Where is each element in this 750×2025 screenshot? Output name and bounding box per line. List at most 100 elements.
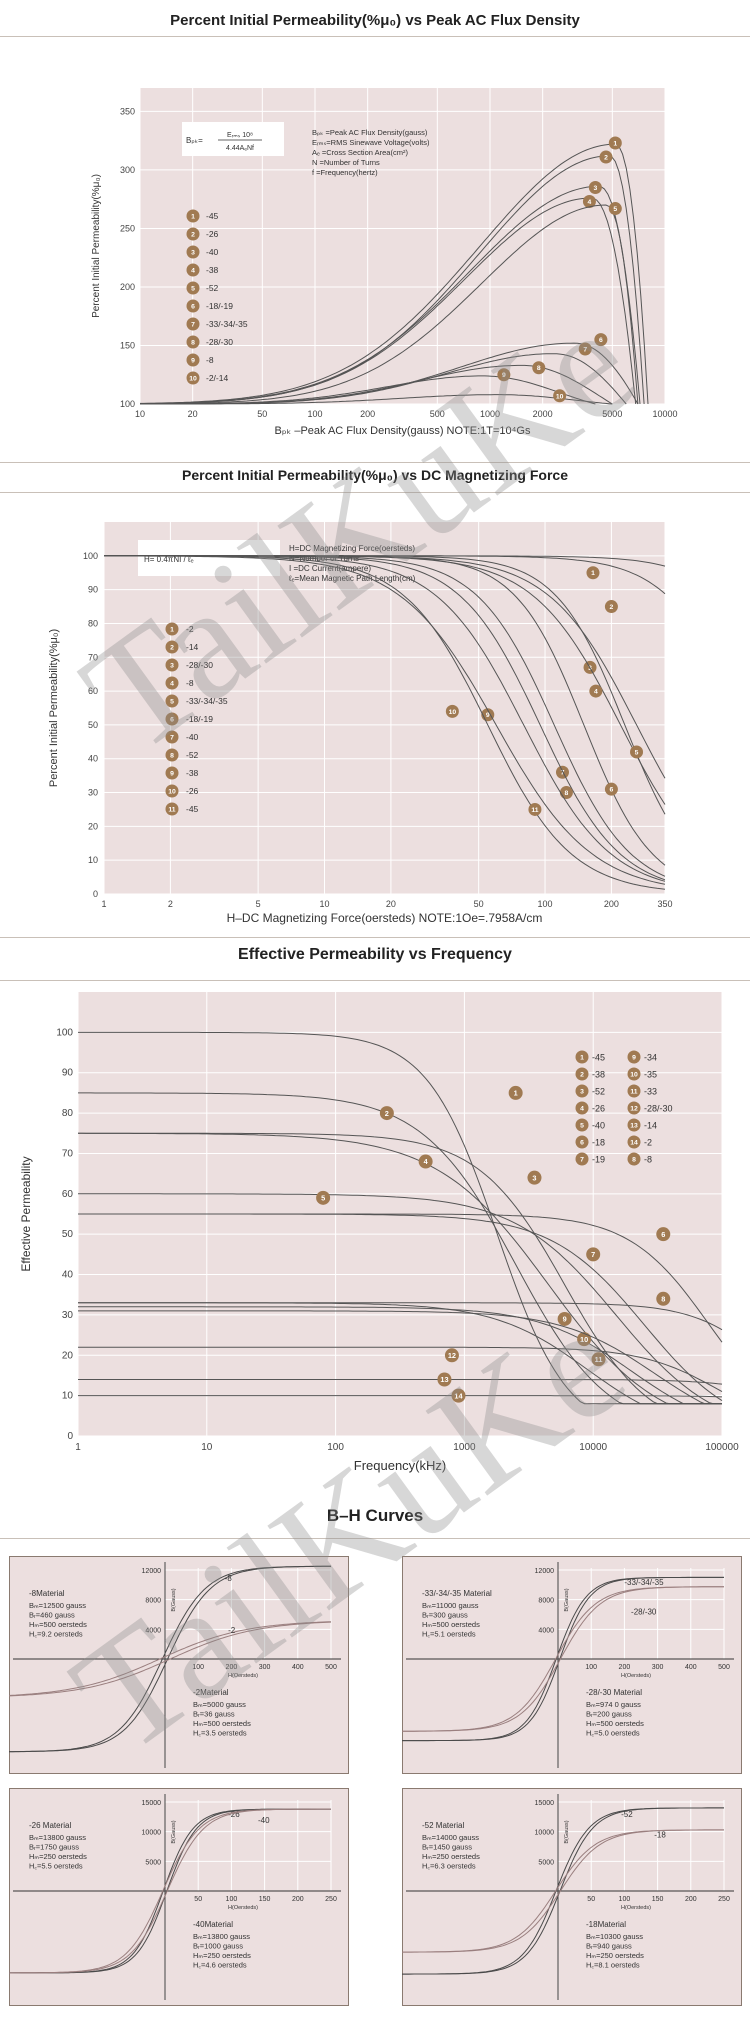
material-prop: Bₘ=10300 gauss [586,1932,643,1941]
series-badge-9 [557,1311,572,1326]
x-tick-label: 10000 [652,409,677,419]
y-tick-label: 15000 [535,1800,555,1807]
series-curve-11 [104,555,666,890]
material-prop: H꜀=4.6 oersteds [193,1961,247,1970]
series-badge-14 [627,1135,641,1149]
x-tick-label: 200 [226,1664,238,1671]
series-badge-number: 6 [170,716,174,723]
divider [0,937,750,938]
x-tick-label: 50 [587,1896,595,1903]
material-prop: Bᵣ=460 gauss [29,1611,75,1620]
series-badge-5 [165,694,179,708]
series-badge-11 [528,802,542,816]
series-badge-number: 14 [630,1139,638,1146]
x-tick-label: 500 [430,409,445,419]
series-badge-number: 2 [385,1109,389,1118]
y-axis-label: Percent Initial Permeability(%μ₀) [91,174,102,318]
x-tick-label: 150 [652,1896,664,1903]
y-tick-label: 350 [120,106,135,116]
series-badge-number: 9 [502,372,506,379]
series-badge-number: 4 [594,689,598,696]
series-badge-number: 2 [191,231,195,238]
x-tick-label: 400 [685,1664,697,1671]
y-tick-label: 50 [62,1229,74,1240]
series-badge-8 [627,1152,641,1166]
x-axis-label: H(Oersteds) [621,1673,651,1679]
legend-label: -28/-30 [644,1104,673,1114]
material-prop: Bₘ=974 0 gauss [586,1700,641,1709]
series-badge-9 [165,766,179,780]
x-axis-label: H(Oersteds) [621,1905,651,1911]
series-badge-number: 8 [632,1156,636,1163]
series-badge-number: 3 [170,662,174,669]
y-tick-label: 300 [120,165,135,175]
series-badge-10 [577,1332,592,1347]
series-badge-2 [604,600,618,614]
x-tick-label: 10 [135,409,145,419]
chart2-title: Percent Initial Permeability(%μ₀) vs DC … [182,467,568,483]
y-tick-label: 12000 [535,1568,555,1575]
series-curve-10 [78,1306,722,1405]
y-tick-label: 250 [120,223,135,233]
bh-curve--2 [9,1621,332,1697]
x-tick-label: 10 [201,1442,213,1453]
series-badge-9 [186,353,200,367]
x-tick-label: 100 [226,1896,238,1903]
bh-curve-panel-1: 100 200 300 400 500 4000 8000 12000 H(Oersteds) B… [9,1556,349,1774]
legend-label: -28/-30 [186,660,213,670]
x-tick-label: 250 [718,1896,730,1903]
series-badge-4 [582,195,596,209]
material-prop: Bᵣ=1750 gauss [29,1843,79,1852]
x-tick-label: 1000 [480,409,500,419]
series-badge-6 [594,333,608,347]
panel-frame [9,1556,349,1774]
x-tick-label: 20 [386,899,396,909]
series-badge-number: 8 [661,1294,665,1303]
series-badge-4 [165,676,179,690]
x-tick-label: 100 [538,899,553,909]
series-badge-number: 7 [191,321,195,328]
bh-curve-panel-3: 50 100 150 200 250 5000 10000 15000 H(Oersteds) B… [9,1788,349,2006]
legend-label: -33/-34/-35 [206,319,248,329]
legend-label: -40 [206,247,219,257]
series-badge-number: 8 [537,365,541,372]
y-tick-label: 20 [62,1350,74,1361]
series-badge-number: 12 [630,1105,638,1112]
series-badge-13 [627,1118,641,1132]
series-badge-8 [532,361,546,375]
y-axis-label: B(Gauss) [171,1588,177,1611]
flux-permeability-chart: 10 20 50 100 200 500 1000 2000 5000 10000 100 150 20… [91,88,678,437]
x-tick-label: 500 [325,1664,337,1671]
formula-denominator: 4.44AₑNf [226,145,254,152]
series-badge-number: 11 [168,806,175,813]
legend-label: -26 [206,229,219,239]
x-tick-label: 350 [657,899,672,909]
x-tick-label: 100000 [705,1442,739,1453]
x-tick-label: 500 [718,1664,730,1671]
series-curve-9 [78,1302,722,1405]
x-tick-label: 50 [474,899,484,909]
y-axis-label: B(Gauss) [171,1820,177,1843]
series-curve-2 [78,1092,722,1405]
series-badge-number: 9 [191,357,195,364]
series-badge-2 [165,640,179,654]
series-badge-number: 10 [168,788,176,795]
series-badge-1 [165,622,179,636]
series-badge-number: 1 [514,1089,518,1098]
panel-frame [9,1788,349,2006]
series-badge-number: 5 [321,1194,325,1203]
series-badge-10 [186,371,200,385]
legend-label: -14 [186,642,199,652]
material-title: -40Material [193,1920,233,1929]
series-badge-number: 9 [632,1054,636,1061]
y-axis-label: B(Gauss) [564,1820,570,1843]
material-prop: Bᵣ=940 gauss [586,1942,632,1951]
series-curve-13 [78,1379,723,1385]
y-tick-label: 90 [88,585,98,595]
series-badge-11 [627,1084,641,1098]
series-curve-1 [140,143,649,405]
legend-label: -18/-19 [206,301,233,311]
material-title: -33/-34/-35 Material [422,1589,492,1598]
x-tick-label: 10 [320,899,330,909]
legend-label: -18/-19 [186,714,213,724]
